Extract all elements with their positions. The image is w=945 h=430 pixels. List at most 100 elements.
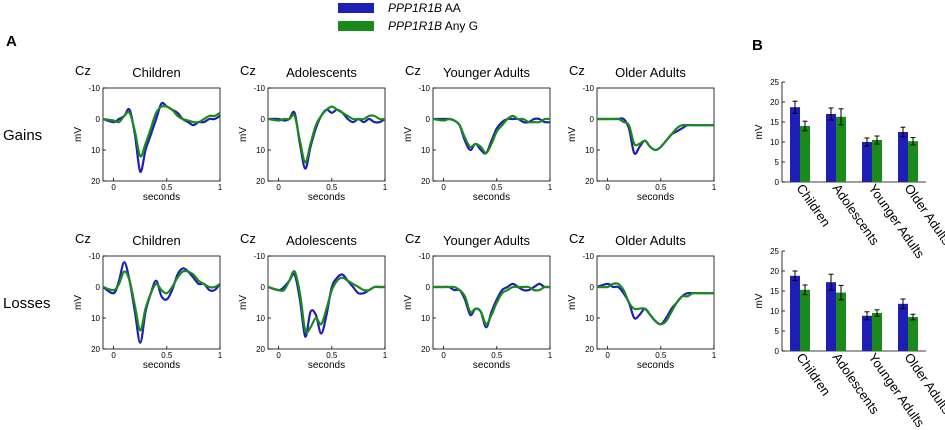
y-tick-label: 20 [585, 345, 594, 354]
series-line-anyg [267, 105, 386, 164]
plot-title: Younger Adults [443, 65, 530, 80]
y-tick-label: 20 [770, 98, 779, 107]
plot-frame [102, 87, 221, 182]
series-line-aa [267, 108, 386, 170]
y-tick-label: -10 [253, 84, 265, 93]
y-tick-label: 15 [770, 118, 779, 127]
x-tick-label: 0 [605, 183, 610, 192]
y-tick-label: 0 [775, 178, 780, 187]
bar-children-aa [790, 107, 800, 182]
y-tick-label: 20 [91, 177, 100, 186]
x-axis-label: seconds [637, 192, 674, 203]
series-line-aa [596, 117, 714, 155]
x-tick-label: 0 [111, 183, 116, 192]
y-tick-label: -10 [88, 84, 100, 93]
erp-plot-losses-older-adults: Cz Older Adults -10 0 10 20 0 0.5 1 seconds mV [567, 231, 717, 371]
y-tick-label: 10 [421, 314, 430, 323]
legend-swatch-aa [338, 3, 374, 13]
series-line-anyg [596, 117, 714, 152]
y-tick-label: 10 [256, 314, 265, 323]
y-axis-label: mV [567, 127, 578, 142]
y-tick-label: 10 [91, 314, 100, 323]
x-tick-label: 0.5 [491, 351, 503, 360]
y-tick-label: 0 [96, 115, 101, 124]
plot-title: Children [132, 65, 180, 80]
legend-gene-aa: PPP1R1B [388, 1, 442, 15]
y-axis-label: mV [238, 127, 249, 142]
y-tick-label: 0 [261, 283, 266, 292]
y-tick-label: 20 [421, 177, 430, 186]
series-line-anyg [102, 104, 221, 158]
bar-adolescents-anyg [836, 292, 846, 351]
y-tick-label: 20 [91, 345, 100, 354]
y-axis-label: mV [754, 124, 765, 139]
y-tick-label: 10 [91, 146, 100, 155]
x-tick-label: 1 [383, 351, 388, 360]
y-tick-label: -10 [418, 252, 430, 261]
x-tick-label: 0.5 [655, 351, 667, 360]
x-tick-label: 0 [441, 351, 446, 360]
y-axis-label: mV [403, 295, 414, 310]
x-axis-label: seconds [143, 360, 180, 371]
x-tick-label: 1 [218, 183, 223, 192]
x-tick-label: 0 [605, 351, 610, 360]
y-tick-label: -10 [582, 84, 594, 93]
channel-label: Cz [75, 63, 91, 78]
y-tick-label: 25 [770, 247, 779, 256]
panel-label-b: B [752, 37, 763, 54]
bar-younger-adults-anyg [872, 140, 882, 182]
y-tick-label: 10 [585, 146, 594, 155]
channel-label: Cz [569, 63, 585, 78]
series-line-anyg [596, 282, 714, 326]
plot-frame [432, 255, 551, 350]
plot-frame [267, 255, 386, 350]
bar-younger-adults-aa [862, 142, 872, 182]
series-line-aa [102, 101, 221, 173]
erp-plot-gains-younger-adults: Cz Younger Adults -10 0 10 20 0 0.5 1 seconds mV [403, 63, 553, 203]
y-tick-label: -10 [418, 84, 430, 93]
x-axis-label: seconds [143, 192, 180, 203]
x-tick-label: 0.5 [326, 351, 338, 360]
row-label-gains: Gains [3, 127, 42, 144]
plot-title: Children [132, 233, 180, 248]
x-axis-label: seconds [473, 360, 510, 371]
y-tick-label: 20 [256, 345, 265, 354]
bar-older-adults-aa [898, 132, 908, 182]
x-tick-label: 1 [383, 183, 388, 192]
x-tick-label: 0 [276, 351, 281, 360]
channel-label: Cz [75, 231, 91, 246]
series-line-anyg [433, 285, 551, 326]
x-tick-label: 0.5 [326, 183, 338, 192]
legend-suffix-aa: AA [442, 1, 461, 15]
bar-children-anyg [800, 289, 810, 351]
y-tick-label: -10 [88, 252, 100, 261]
x-axis-label: seconds [308, 192, 345, 203]
channel-label: Cz [240, 231, 256, 246]
y-tick-label: 5 [775, 327, 780, 336]
erp-plot-losses-adolescents: Cz Adolescents -10 0 10 20 0 0.5 1 seconds mV [238, 231, 388, 371]
y-tick-label: 10 [256, 146, 265, 155]
channel-label: Cz [405, 231, 421, 246]
plot-title: Older Adults [615, 65, 686, 80]
erp-plot-losses-children: Cz Children -10 0 10 20 0 0.5 1 seconds mV [73, 231, 223, 371]
y-tick-label: 10 [421, 146, 430, 155]
bar-older-adults-aa [898, 303, 908, 351]
y-axis-label: mV [403, 127, 414, 142]
x-tick-label: 0.5 [491, 183, 503, 192]
y-tick-label: 0 [426, 115, 431, 124]
category-label-children: Children [794, 350, 834, 398]
legend-gene-anyg: PPP1R1B [388, 19, 442, 33]
y-tick-label: 25 [770, 78, 779, 87]
legend-swatch-anyg [338, 21, 374, 31]
x-tick-label: 1 [548, 351, 553, 360]
x-tick-label: 0.5 [161, 351, 173, 360]
bar-children-anyg [800, 126, 810, 182]
series-line-anyg [102, 269, 221, 332]
category-label-children: Children [794, 181, 834, 229]
bar-younger-adults-anyg [872, 313, 882, 351]
plot-frame [432, 87, 551, 182]
plot-frame [596, 255, 715, 350]
bar-children-aa [790, 275, 800, 351]
y-tick-label: 10 [770, 307, 779, 316]
